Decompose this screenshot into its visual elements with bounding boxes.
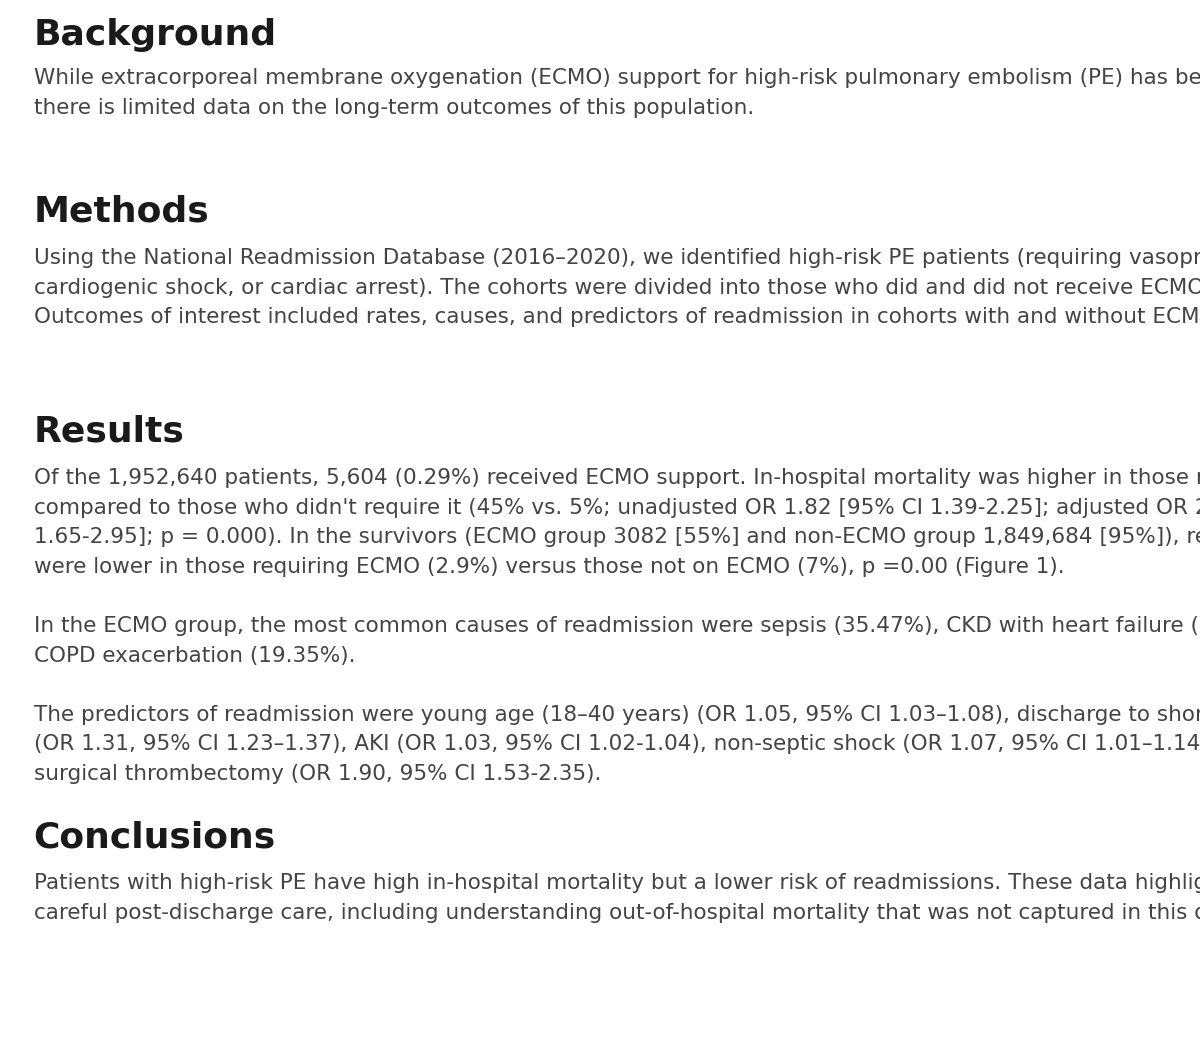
- Text: Using the National Readmission Database (2016–2020), we identified high-risk PE : Using the National Readmission Database …: [34, 248, 1200, 328]
- Text: Results: Results: [34, 415, 185, 449]
- Text: Conclusions: Conclusions: [34, 820, 276, 854]
- Text: Background: Background: [34, 18, 277, 52]
- Text: Methods: Methods: [34, 195, 209, 229]
- Text: Of the 1,952,640 patients, 5,604 (0.29%) received ECMO support. In-hospital mort: Of the 1,952,640 patients, 5,604 (0.29%)…: [34, 468, 1200, 784]
- Text: While extracorporeal membrane oxygenation (ECMO) support for high-risk pulmonary: While extracorporeal membrane oxygenatio…: [34, 68, 1200, 117]
- Text: Patients with high-risk PE have high in-hospital mortality but a lower risk of r: Patients with high-risk PE have high in-…: [34, 873, 1200, 923]
